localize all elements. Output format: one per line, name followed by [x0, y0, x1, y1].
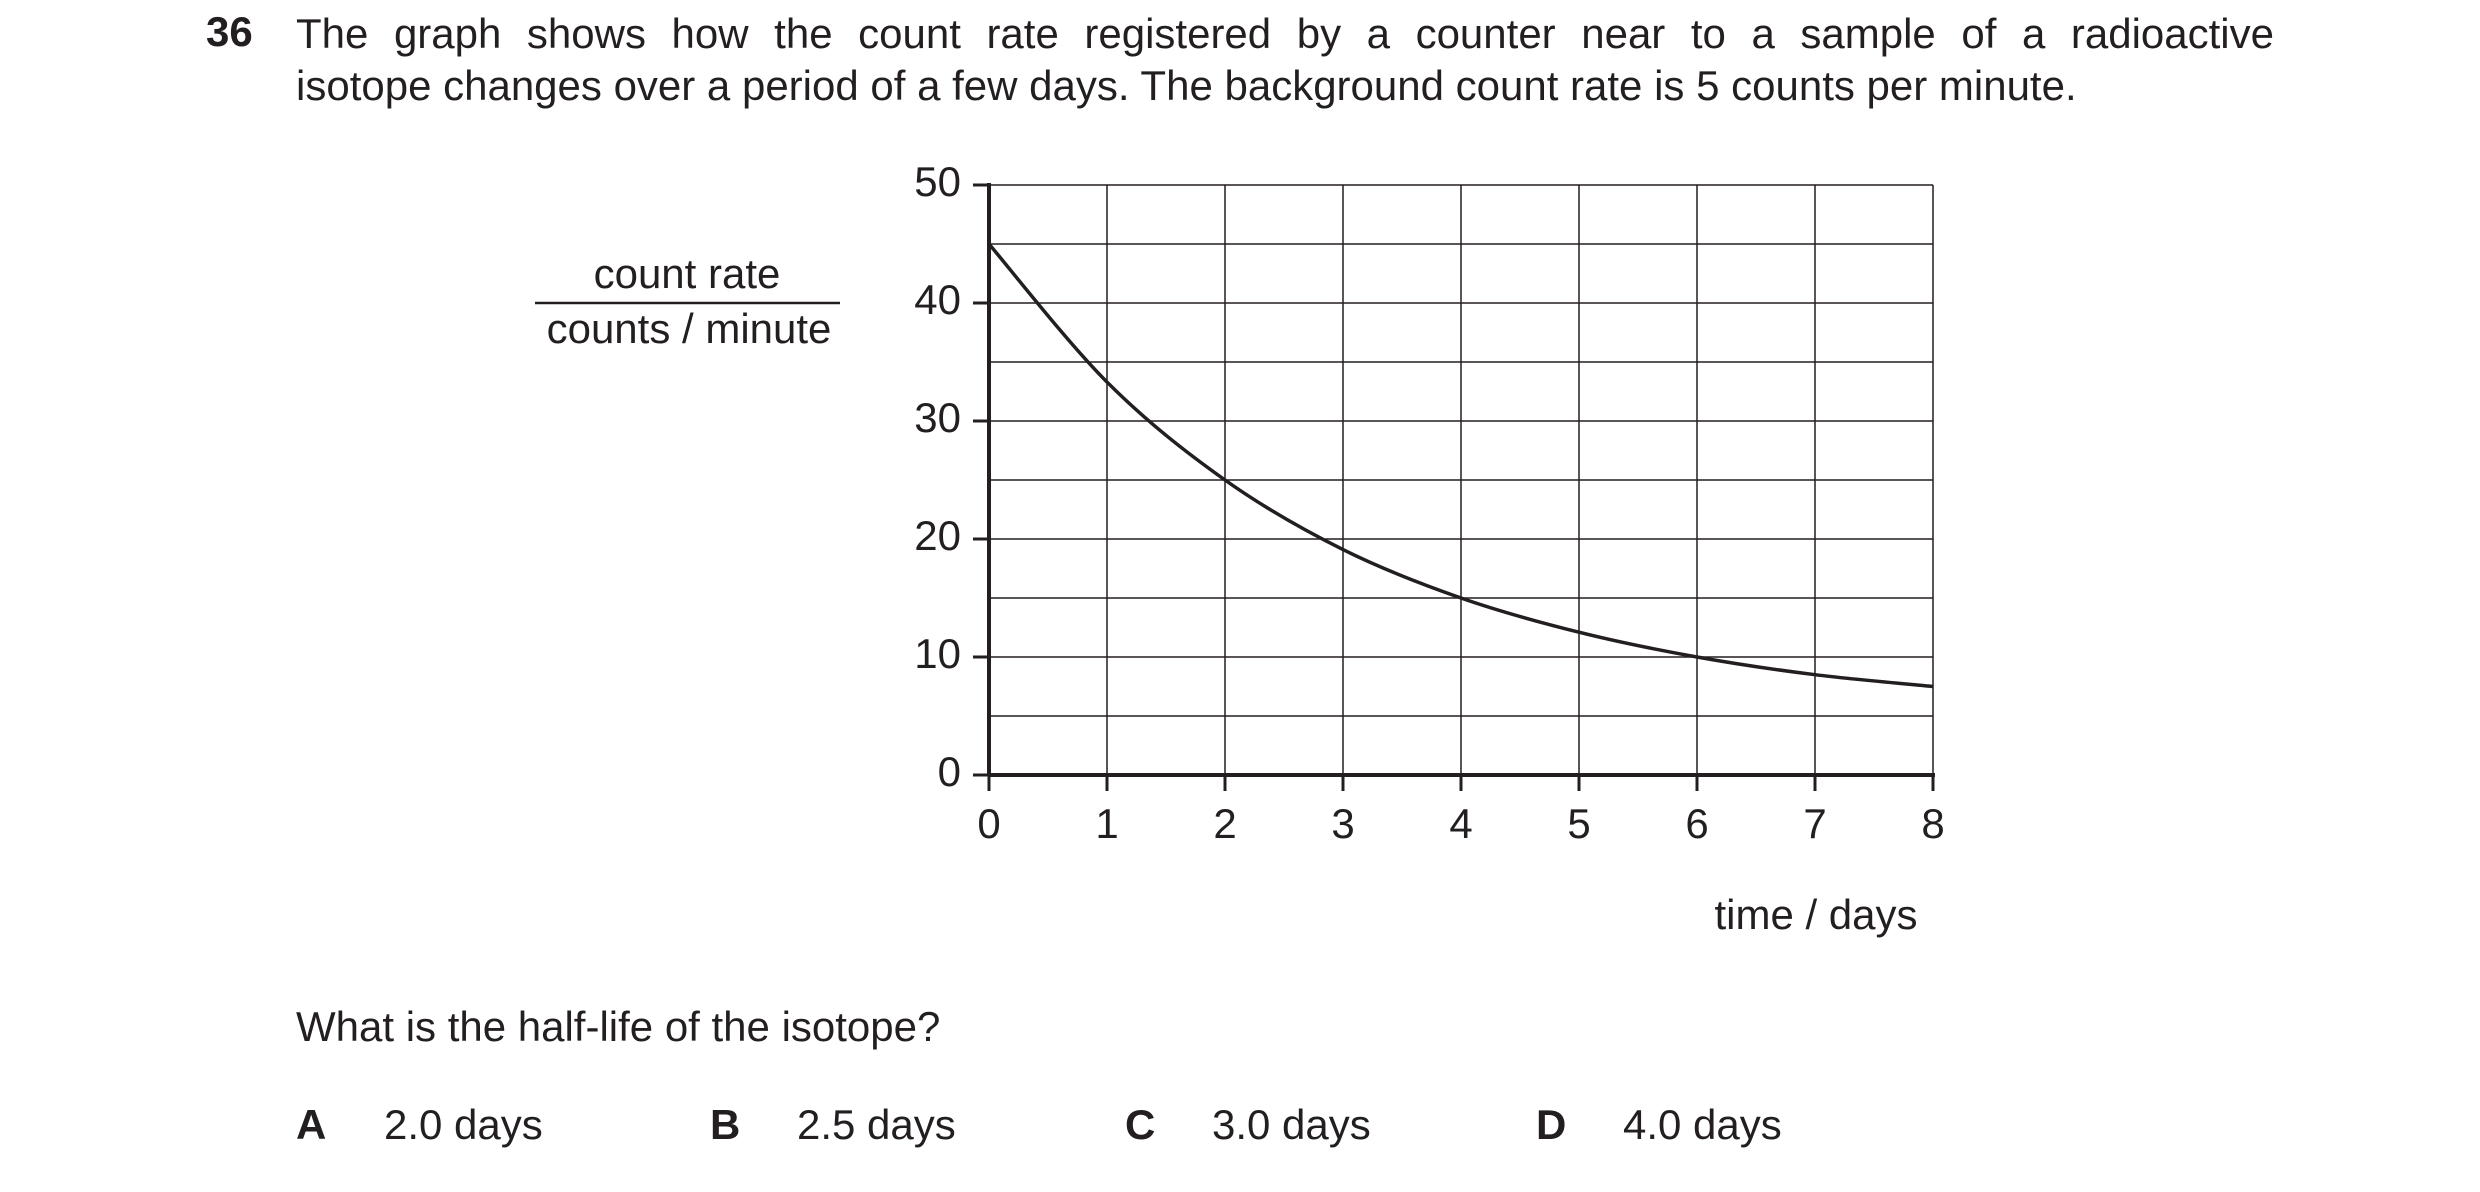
- y-tick-label: 50: [914, 158, 961, 205]
- option-text: 4.0 days: [1623, 1101, 1782, 1148]
- question-line: The graph shows how the count rate regis…: [296, 10, 2274, 57]
- x-tick-label: 5: [1567, 800, 1590, 847]
- option-text: 2.0 days: [384, 1101, 543, 1148]
- data-line: [987, 242, 1934, 689]
- y-tick-label: 0: [938, 748, 961, 795]
- x-tick-label: 6: [1685, 800, 1708, 847]
- option-letter: C: [1125, 1101, 1155, 1148]
- x-tick-label: 4: [1449, 800, 1472, 847]
- x-tick-label: 1: [1095, 800, 1118, 847]
- x-tick-label: 3: [1331, 800, 1354, 847]
- x-axis-label: time / days: [1714, 891, 1917, 938]
- question-prompt: What is the half-life of the isotope?: [296, 1003, 940, 1050]
- y-tick-label: 40: [914, 276, 961, 323]
- option-letter: D: [1536, 1101, 1566, 1148]
- y-axis-label: count rate: [594, 250, 781, 297]
- x-tick-label: 7: [1803, 800, 1826, 847]
- question-line: isotope changes over a period of a few d…: [296, 62, 2077, 109]
- x-tick-label: 2: [1213, 800, 1236, 847]
- option-text: 2.5 days: [797, 1101, 956, 1148]
- y-axis-label: counts / minute: [547, 305, 832, 352]
- y-tick-label: 20: [914, 512, 961, 559]
- y-tick-label: 10: [914, 630, 961, 677]
- question-text: The graph shows how the count rate regis…: [296, 8, 2274, 112]
- option-letter: A: [296, 1101, 326, 1148]
- question-number: 36: [206, 8, 253, 55]
- y-tick-label: 30: [914, 394, 961, 441]
- option-letter: B: [710, 1101, 740, 1148]
- option-text: 3.0 days: [1212, 1101, 1371, 1148]
- x-tick-label: 8: [1921, 800, 1944, 847]
- x-tick-label: 0: [977, 800, 1000, 847]
